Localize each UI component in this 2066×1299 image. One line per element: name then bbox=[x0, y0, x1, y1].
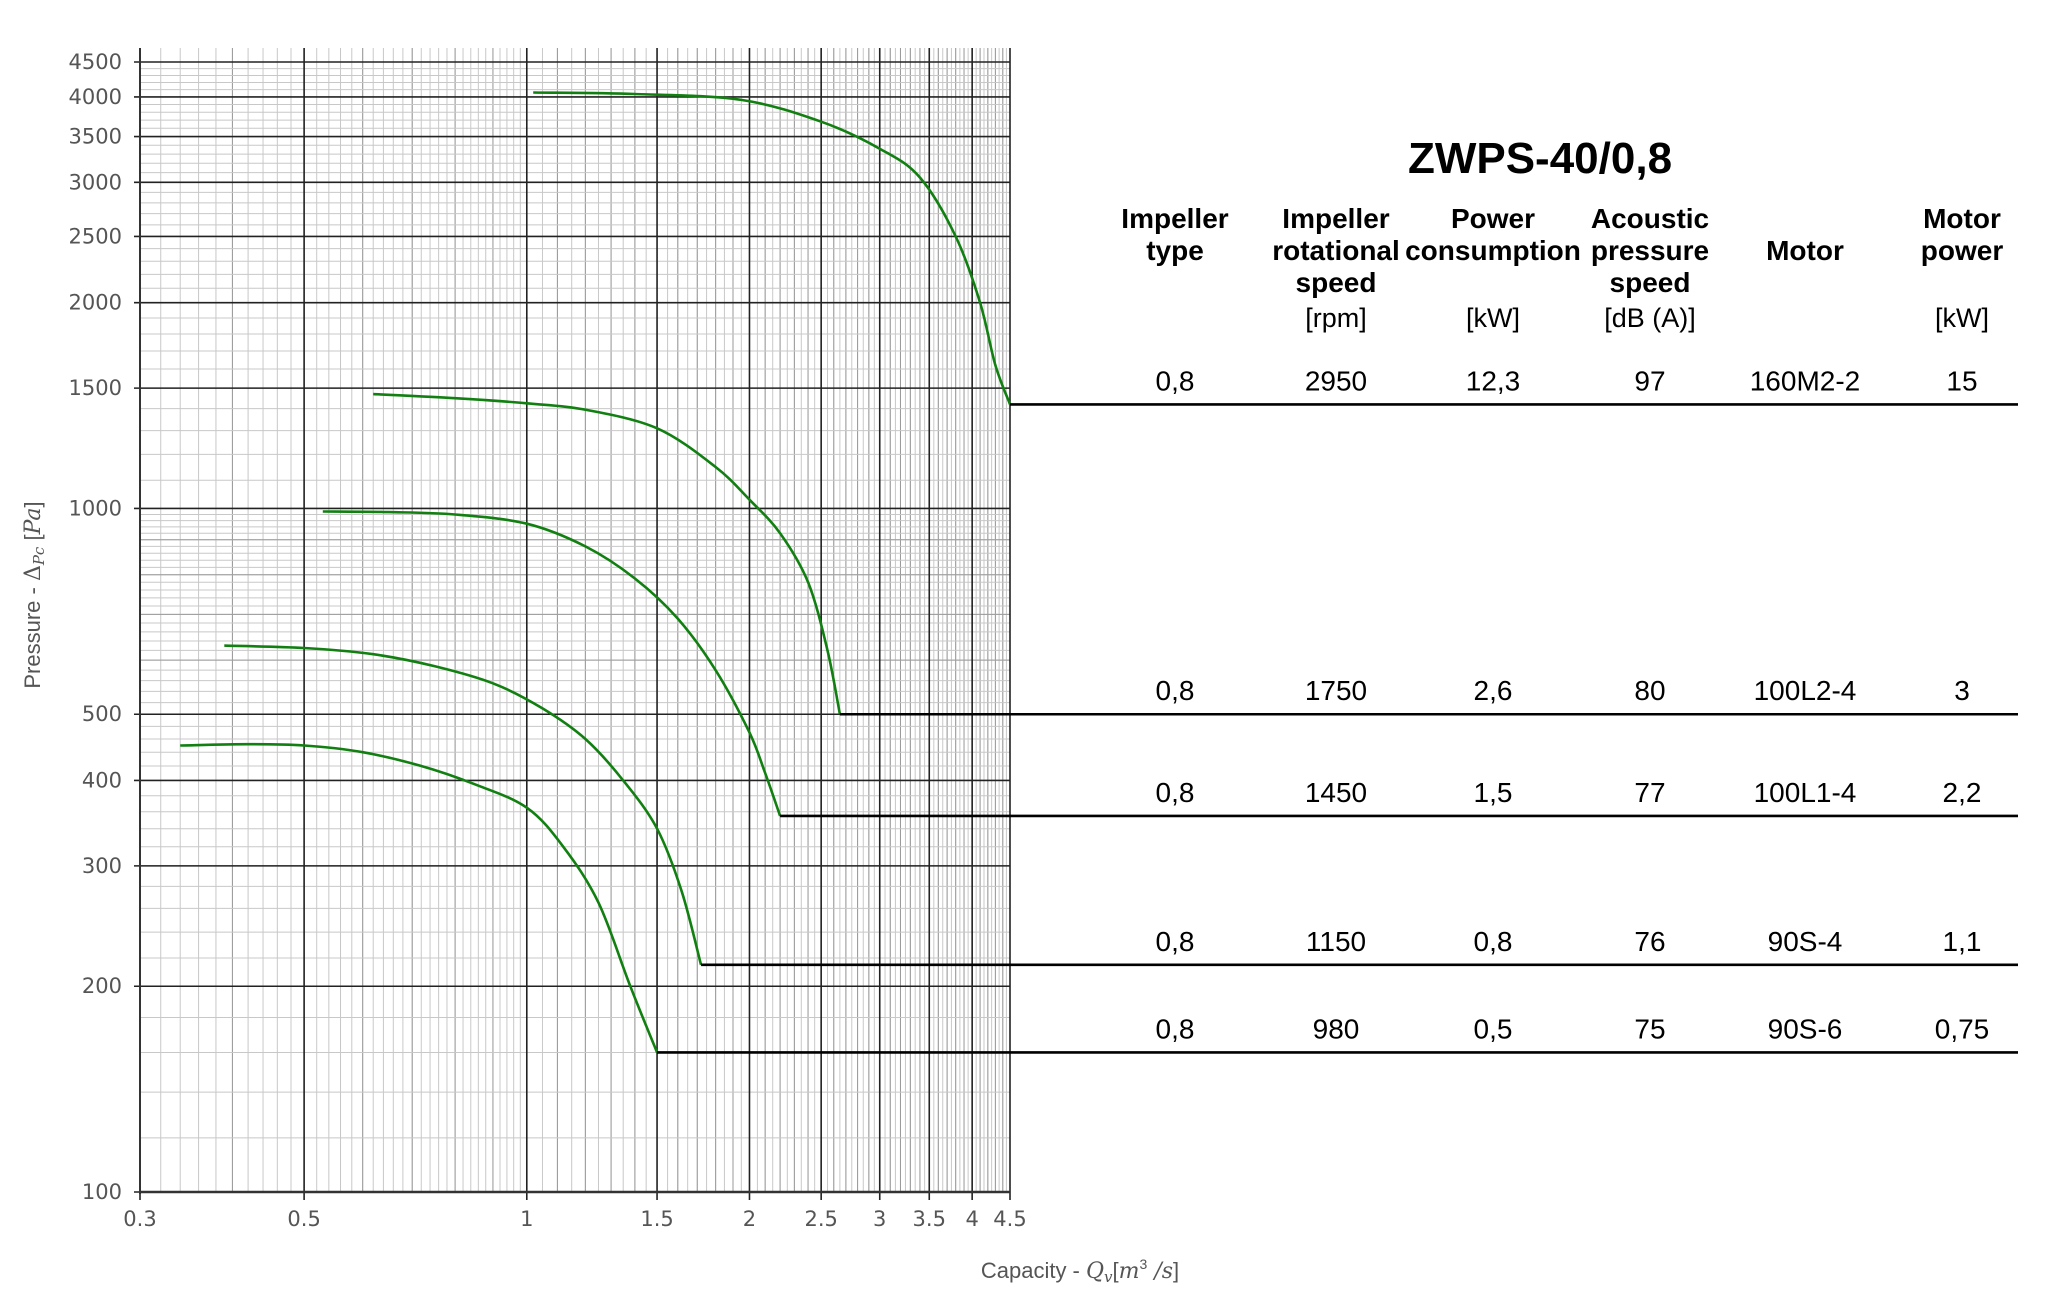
chart-title: ZWPS-40/0,8 bbox=[1408, 134, 1672, 183]
table-row-lines bbox=[657, 403, 2018, 1054]
y-tick-label: 4500 bbox=[69, 50, 122, 74]
table-cell: 0,8 bbox=[1156, 675, 1195, 706]
table-cell: 0,8 bbox=[1474, 926, 1513, 957]
y-tick-label: 3500 bbox=[69, 125, 122, 149]
performance-curve-2 bbox=[373, 392, 842, 715]
x-tick-label: 3.5 bbox=[913, 1207, 946, 1231]
table-cell: 75 bbox=[1634, 1013, 1665, 1044]
plot-axes bbox=[139, 48, 1010, 1194]
table-unit-text: [kW] bbox=[1466, 303, 1520, 333]
y-tick-label: 2500 bbox=[69, 224, 122, 248]
performance-curve-4 bbox=[224, 644, 703, 966]
table-header-text: speed bbox=[1296, 267, 1377, 298]
x-tick-label: 1 bbox=[520, 1207, 533, 1231]
table-cell: 90S-4 bbox=[1768, 926, 1843, 957]
table-cell: 1450 bbox=[1305, 777, 1367, 808]
table-cell: 0,8 bbox=[1156, 777, 1195, 808]
table-cell: 100L2-4 bbox=[1754, 675, 1857, 706]
y-axis-label: Pressure - ΔPc [Pa] bbox=[20, 501, 48, 688]
y-tick-label: 2000 bbox=[69, 291, 122, 315]
y-tick-label: 400 bbox=[82, 768, 122, 792]
table-cell: 80 bbox=[1634, 675, 1665, 706]
x-tick-label: 2.5 bbox=[804, 1207, 837, 1231]
x-tick-label: 2 bbox=[743, 1207, 756, 1231]
table-cell: 90S-6 bbox=[1768, 1013, 1843, 1044]
table-cell: 100L1-4 bbox=[1754, 777, 1857, 808]
table-header-text: Acoustic bbox=[1591, 203, 1709, 234]
x-tick-label: 0.5 bbox=[287, 1207, 320, 1231]
y-tick-label: 300 bbox=[82, 854, 122, 878]
table-header-text: speed bbox=[1610, 267, 1691, 298]
table-header-text: Impeller bbox=[1121, 203, 1228, 234]
table-unit-text: [dB (A)] bbox=[1604, 303, 1696, 333]
performance-curves bbox=[180, 91, 1012, 1053]
table-header-text: pressure bbox=[1591, 235, 1709, 266]
table-cell: 1,5 bbox=[1474, 777, 1513, 808]
table-cell: 97 bbox=[1634, 365, 1665, 396]
x-tick-label: 4.5 bbox=[993, 1207, 1026, 1231]
x-tick-label: 4 bbox=[965, 1207, 978, 1231]
table-cell: 980 bbox=[1313, 1013, 1360, 1044]
table-cell: 76 bbox=[1634, 926, 1665, 957]
table-cell: 2,2 bbox=[1943, 777, 1982, 808]
table-cell: 0,8 bbox=[1156, 365, 1195, 396]
table-header-text: Impeller bbox=[1282, 203, 1389, 234]
table-header-text: power bbox=[1921, 235, 2004, 266]
table-cell: 160M2-2 bbox=[1750, 365, 1861, 396]
performance-curve-3 bbox=[322, 510, 782, 817]
y-tick-label: 1500 bbox=[69, 376, 122, 400]
table-cell: 0,8 bbox=[1156, 1013, 1195, 1044]
table-cell: 2950 bbox=[1305, 365, 1367, 396]
y-tick-label: 200 bbox=[82, 974, 122, 998]
table-header-text: rotational bbox=[1272, 235, 1400, 266]
y-tick-label: 4000 bbox=[69, 85, 122, 109]
table-unit-text: [rpm] bbox=[1305, 303, 1367, 333]
x-tick-label: 0.3 bbox=[123, 1207, 156, 1231]
y-tick-label: 500 bbox=[82, 702, 122, 726]
table-rows: 0,8 2950 12,3 97 160M2-2 15 0,8 1750 2,6 80 100L2-… bbox=[1156, 365, 1990, 1044]
table-header-text: Motor bbox=[1766, 235, 1844, 266]
table-cell: 2,6 bbox=[1474, 675, 1513, 706]
table-cell: 0,8 bbox=[1156, 926, 1195, 957]
tick-labels: 0.3 0.5 1 1.5 2 2.5 3 3.5 4 4.5 100 200 300 400 500 100… bbox=[69, 50, 1027, 1231]
x-axis-label: Capacity - Qv[m3 /s] bbox=[981, 1256, 1179, 1286]
x-tick-label: 1.5 bbox=[640, 1207, 673, 1231]
y-tick-label: 1000 bbox=[69, 496, 122, 520]
table-header-text: consumption bbox=[1405, 235, 1581, 266]
table-cell: 1750 bbox=[1305, 675, 1367, 706]
y-tick-label: 100 bbox=[82, 1180, 122, 1204]
table-cell: 3 bbox=[1954, 675, 1970, 706]
major-grid bbox=[134, 48, 1011, 1200]
table-cell: 1,1 bbox=[1943, 926, 1982, 957]
performance-curve-5 bbox=[180, 742, 659, 1053]
table-cell: 12,3 bbox=[1466, 365, 1521, 396]
x-tick-label: 3 bbox=[873, 1207, 886, 1231]
table-header: ImpellertypeImpellerrotationalspeed[rpm]… bbox=[1121, 203, 2003, 333]
table-cell: 0,5 bbox=[1474, 1013, 1513, 1044]
y-tick-label: 3000 bbox=[69, 170, 122, 194]
performance-curve-1 bbox=[533, 91, 1012, 405]
table-header-text: Motor bbox=[1923, 203, 2001, 234]
table-cell: 1150 bbox=[1306, 926, 1366, 957]
table-cell: 15 bbox=[1946, 365, 1977, 396]
table-cell: 77 bbox=[1634, 777, 1665, 808]
table-unit-text: [kW] bbox=[1935, 303, 1989, 333]
table-header-text: type bbox=[1146, 235, 1204, 266]
table-header-text: Power bbox=[1451, 203, 1535, 234]
table-cell: 0,75 bbox=[1935, 1013, 1990, 1044]
